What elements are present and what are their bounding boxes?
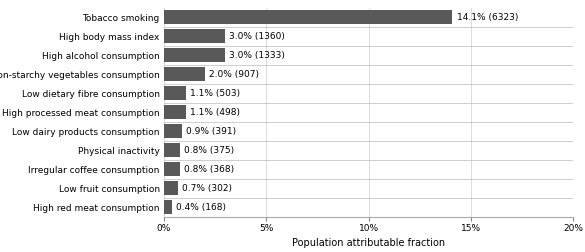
Bar xyxy=(164,124,183,138)
Text: 2.0% (907): 2.0% (907) xyxy=(209,70,259,79)
Text: 0.9% (391): 0.9% (391) xyxy=(186,127,236,136)
Bar xyxy=(164,10,453,24)
Text: 1.1% (503): 1.1% (503) xyxy=(191,89,240,98)
Text: 0.4% (168): 0.4% (168) xyxy=(176,203,226,212)
Bar xyxy=(164,200,172,214)
Bar xyxy=(164,162,180,176)
Bar xyxy=(164,86,186,100)
Text: 3.0% (1360): 3.0% (1360) xyxy=(229,32,285,41)
Text: 1.1% (498): 1.1% (498) xyxy=(191,108,240,117)
Text: 0.7% (302): 0.7% (302) xyxy=(183,184,232,193)
Text: 0.8% (368): 0.8% (368) xyxy=(184,165,235,174)
Text: 3.0% (1333): 3.0% (1333) xyxy=(229,51,285,59)
Text: 14.1% (6323): 14.1% (6323) xyxy=(456,13,518,22)
Bar xyxy=(164,29,225,43)
Bar xyxy=(164,105,186,119)
Bar xyxy=(164,143,180,157)
Text: 0.8% (375): 0.8% (375) xyxy=(184,146,235,155)
Bar xyxy=(164,67,205,81)
X-axis label: Population attributable fraction: Population attributable fraction xyxy=(292,238,445,248)
Bar xyxy=(164,181,178,195)
Bar xyxy=(164,48,225,62)
